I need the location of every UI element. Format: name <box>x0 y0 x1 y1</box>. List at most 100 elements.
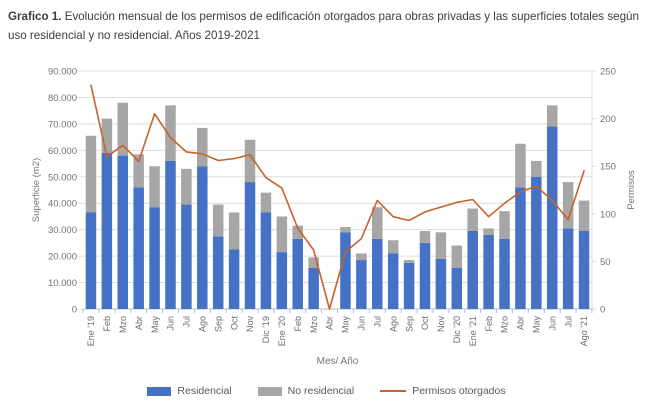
legend-item-no-residencial: No residencial <box>257 385 354 397</box>
x-axis-tick-label: Abr <box>325 316 335 330</box>
bar-segment-residencial <box>308 268 319 309</box>
bar-segment-no-residencial <box>435 232 447 259</box>
bar-segment-residencial <box>244 182 256 309</box>
x-axis-tick-label: Mzo <box>118 316 128 333</box>
bar-segment-no-residencial <box>387 240 399 254</box>
bar-segment-no-residencial <box>356 253 367 261</box>
bar-segment-no-residencial <box>546 105 558 127</box>
bar-segment-no-residencial <box>340 227 351 233</box>
legend-item-residencial: Residencial <box>147 385 232 397</box>
bar-segment-no-residencial <box>531 160 542 177</box>
x-axis-tick-label: Dic '20 <box>452 316 462 343</box>
bar-segment-residencial <box>133 187 144 309</box>
bar-segment-no-residencial <box>101 118 113 153</box>
bar-segment-no-residencial <box>451 245 463 269</box>
x-axis-tick-label: Ago '21 <box>579 316 589 346</box>
x-axis-tick-label: Sep <box>213 316 223 332</box>
y-axis-tick-label: 30.000 <box>48 225 77 236</box>
y-axis-tick-label: 60.000 <box>48 146 77 157</box>
x-axis-tick-label: May <box>532 316 542 334</box>
bar-segment-residencial <box>149 207 160 309</box>
right-axis-tick-label: 250 <box>600 67 616 78</box>
bar-segment-residencial <box>372 238 383 309</box>
bar-segment-no-residencial <box>117 102 129 156</box>
x-axis-tick-label: Feb <box>293 316 303 332</box>
bar-segment-no-residencial <box>181 168 192 205</box>
bar-segment-no-residencial <box>133 154 144 188</box>
bar-segment-residencial <box>101 152 113 309</box>
right-axis-title: Permisos <box>626 170 637 210</box>
bar-segment-residencial <box>531 176 542 309</box>
bar-segment-residencial <box>117 155 129 309</box>
legend-item-permisos: Permisos otorgados <box>380 385 506 397</box>
right-axis-tick-label: 50 <box>600 257 611 268</box>
bar-segment-no-residencial <box>149 166 160 208</box>
legend-label-permisos: Permisos otorgados <box>412 385 506 397</box>
residencial-swatch-icon <box>147 386 172 396</box>
bar-segment-residencial <box>260 212 272 309</box>
x-axis-tick-label: Nov <box>245 316 255 333</box>
x-axis-tick-label: Jul <box>372 316 382 328</box>
no-residencial-swatch-icon <box>257 386 282 396</box>
y-axis-tick-label: 90.000 <box>48 67 77 78</box>
right-axis-tick-label: 200 <box>600 114 616 125</box>
y-axis-tick-label: 50.000 <box>48 172 77 183</box>
right-axis-tick-label: 100 <box>600 209 616 220</box>
x-axis-tick-label: Oct <box>229 316 239 331</box>
x-axis-tick-label: Feb <box>102 316 112 332</box>
bar-segment-no-residencial <box>419 230 431 243</box>
x-axis-tick-label: Mzo <box>309 316 319 333</box>
bar-segment-no-residencial <box>197 127 208 167</box>
x-axis-tick-label: May <box>341 316 351 334</box>
right-axis-tick-label: 0 <box>600 305 605 316</box>
bar-segment-no-residencial <box>212 204 224 237</box>
x-axis-tick-label: Oct <box>420 316 430 331</box>
y-axis-tick-label: 80.000 <box>48 93 77 104</box>
x-axis-tick-label: Ago <box>388 316 398 332</box>
bar-segment-no-residencial <box>562 182 574 229</box>
bar-segment-residencial <box>546 126 558 310</box>
chart-title-prefix: Grafico 1. <box>8 10 62 23</box>
bar-segment-residencial <box>562 228 574 309</box>
bar-segment-residencial <box>85 212 97 309</box>
bar-segment-residencial <box>197 166 208 309</box>
chart-title-text: Evolución mensual de los permisos de edi… <box>8 10 639 42</box>
permisos-line-swatch-icon <box>380 390 407 392</box>
x-axis-tick-label: Sep <box>404 316 414 332</box>
bar-segment-residencial <box>228 249 240 309</box>
x-axis-tick-label: Abr <box>134 316 144 330</box>
x-axis-tick-label: Feb <box>484 316 494 332</box>
bar-segment-residencial <box>165 160 176 309</box>
x-axis-tick-label: Mzo <box>500 316 510 333</box>
bar-segment-residencial <box>340 232 351 309</box>
y-axis-tick-label: 20.000 <box>48 252 77 263</box>
bar-segment-residencial <box>515 187 526 309</box>
x-axis-tick-label: Nov <box>436 316 446 333</box>
x-axis-tick-label: Jun <box>547 316 557 331</box>
x-axis-tick-label: Ago <box>197 316 207 332</box>
bar-segment-residencial <box>467 230 478 309</box>
bar-segment-residencial <box>435 258 447 309</box>
x-axis-title: Mes/ Año <box>317 356 359 367</box>
bar-segment-residencial <box>276 252 288 309</box>
y-axis-title: Superficie (m2) <box>31 158 42 222</box>
bar-segment-residencial <box>451 268 463 309</box>
bar-segment-no-residencial <box>499 211 510 239</box>
bar-segment-residencial <box>578 230 590 309</box>
bar-segment-no-residencial <box>292 225 303 239</box>
bar-segment-residencial <box>499 238 510 309</box>
bar-segment-no-residencial <box>467 208 478 231</box>
permisos-line <box>90 84 585 310</box>
bar-segment-no-residencial <box>308 257 319 269</box>
bar-segment-no-residencial <box>165 105 176 161</box>
bar-segment-residencial <box>181 204 192 309</box>
bar-segment-no-residencial <box>260 192 272 213</box>
x-axis-tick-label: Jul <box>182 316 192 328</box>
y-axis-tick-label: 70.000 <box>48 119 77 130</box>
x-axis-tick-label: Abr <box>516 316 526 330</box>
bar-segment-residencial <box>419 242 431 309</box>
bar-segment-no-residencial <box>403 260 415 263</box>
bar-segment-residencial <box>387 253 399 309</box>
x-axis-tick-label: Jun <box>166 316 176 331</box>
